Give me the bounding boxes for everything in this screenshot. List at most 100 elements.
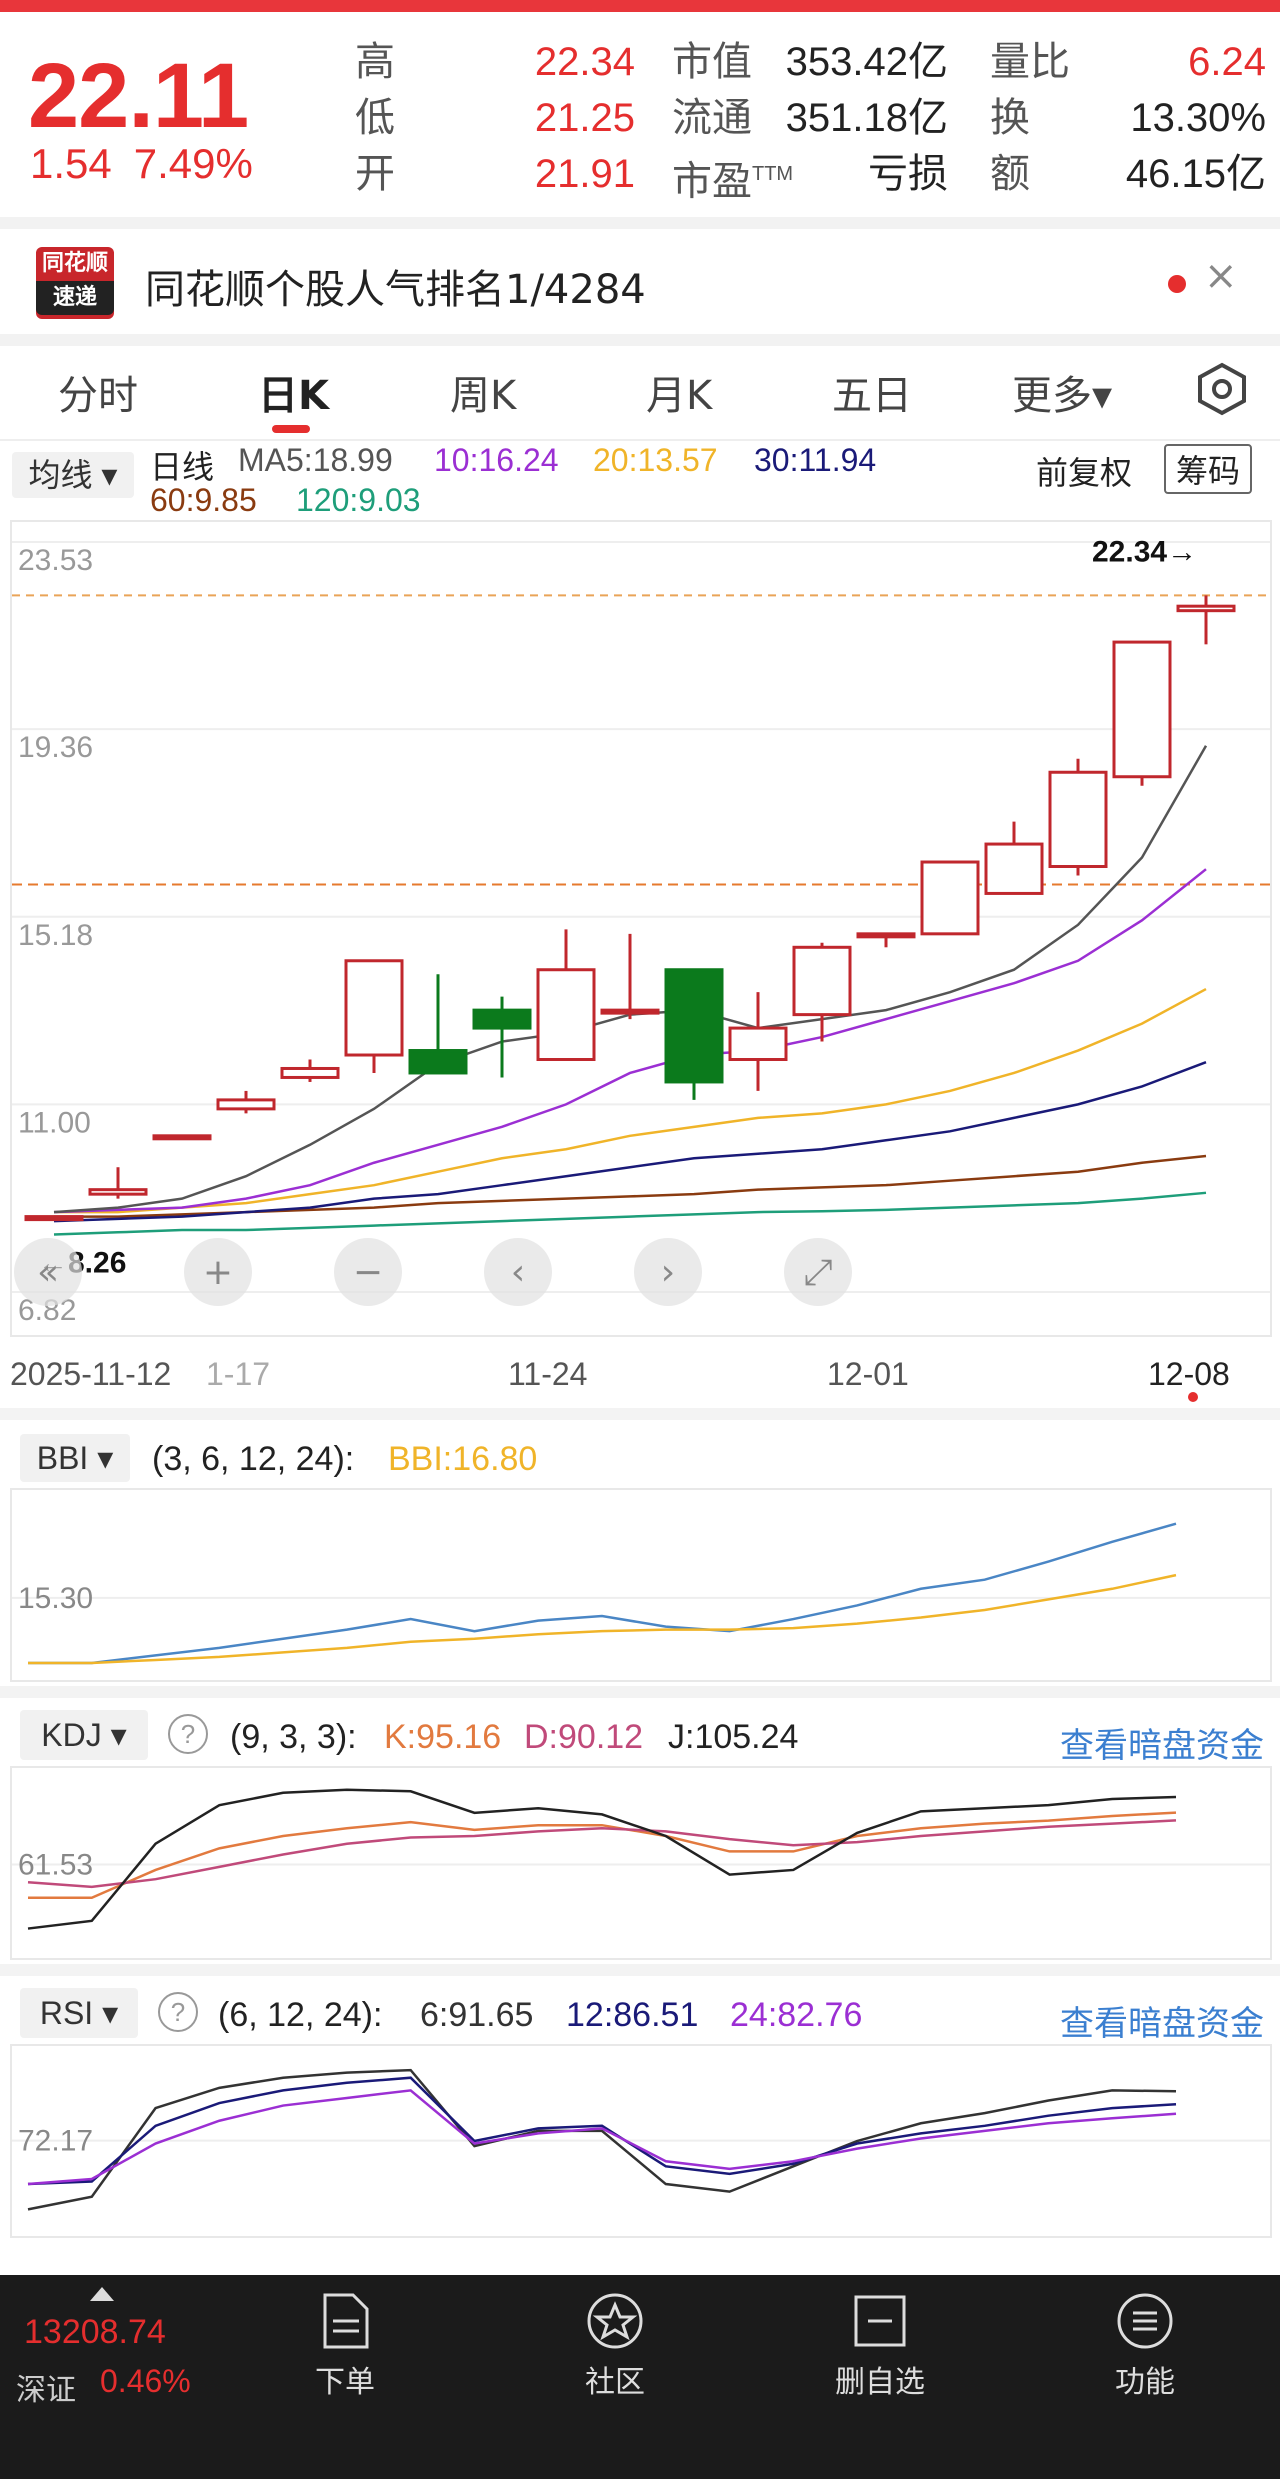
community-star-icon — [587, 2293, 643, 2349]
float-label: 流通 — [672, 96, 752, 140]
x-tick-1: 2025-11-12 — [10, 1356, 172, 1392]
high-value: 22.34 — [534, 40, 635, 84]
ma30-line — [53, 1061, 1207, 1223]
separator — [0, 1964, 1280, 1976]
x-tick-5: 12-08 — [1148, 1356, 1230, 1392]
bbi-dropdown[interactable]: BBI ▾ — [20, 1434, 130, 1482]
dark-pool-link-rsi[interactable]: 查看暗盘资金 — [1060, 2005, 1264, 2043]
tab-weekly-k[interactable]: 周K — [450, 373, 517, 419]
ma20-label: 20:13.57 — [593, 442, 718, 478]
bbi-svg: 15.30 — [12, 1522, 1270, 1665]
nav-functions-label: 功能 — [1115, 2365, 1175, 2400]
ma120-line — [53, 1191, 1207, 1236]
tab-more[interactable]: 更多▾ — [1012, 373, 1113, 419]
series-line-0 — [28, 1522, 1177, 1665]
zoom-in-icon[interactable]: + — [184, 1238, 252, 1306]
nav-remove-watchlist[interactable]: 删自选 — [780, 2275, 980, 2401]
rsi-12: 12:86.51 — [566, 1996, 699, 2034]
ma60-label: 60:9.85 — [150, 482, 257, 518]
settings-hexagon-icon[interactable] — [1192, 359, 1252, 423]
pe-label: 市盈 — [672, 159, 752, 204]
last-price: 22.11 — [28, 45, 249, 147]
ma10-line — [53, 868, 1207, 1214]
rsi-6: 6:91.65 — [420, 1996, 534, 2034]
vol-ratio-value: 6.24 — [1188, 40, 1266, 84]
mcap-value: 353.42亿 — [785, 40, 948, 84]
active-tab-indicator — [272, 425, 310, 433]
price-change: 1.54 7.49% — [30, 140, 275, 188]
scroll-left-icon[interactable]: ‹ — [484, 1238, 552, 1306]
kdj-params: (9, 3, 3): — [230, 1718, 357, 1756]
help-icon[interactable]: ? — [168, 1714, 208, 1754]
nav-community[interactable]: 社区 — [515, 2275, 715, 2401]
ma-type-dropdown[interactable]: 均线 ▾ — [12, 452, 134, 498]
change-percent: 7.49% — [133, 140, 253, 187]
ma20-line — [54, 987, 1207, 1214]
pe-ttm: TTM — [752, 163, 794, 185]
tab-intraday[interactable]: 分时 — [58, 373, 138, 419]
y-tick-label: 23.53 — [18, 544, 93, 577]
low-value: 21.25 — [534, 96, 635, 140]
tab-daily-k[interactable]: 日K — [258, 373, 329, 419]
series-line-0 — [27, 2068, 1177, 2211]
candle-body-up — [1048, 770, 1108, 869]
rsi-svg: 72.17 — [12, 2068, 1270, 2211]
rsi-dropdown[interactable]: RSI ▾ — [20, 1988, 138, 2038]
nav-order[interactable]: 下单 — [245, 2275, 445, 2401]
y-tick-label: 19.36 — [18, 731, 93, 764]
period-label: 日线 — [150, 449, 215, 485]
rsi-params: (6, 12, 24): — [218, 1996, 383, 2034]
kdj-j: J:105.24 — [668, 1718, 799, 1756]
candle-body-down — [472, 1008, 532, 1030]
dark-pool-link[interactable]: 查看暗盘资金 — [1060, 1727, 1264, 1765]
date-axis: 2025-11-12 1-17 11-24 12-01 12-08 — [0, 1340, 1280, 1402]
bbi-panel[interactable]: 15.30 — [10, 1488, 1272, 1682]
kdj-dropdown[interactable]: KDJ ▾ — [20, 1710, 148, 1760]
kdj-d: D:90.12 — [524, 1718, 644, 1756]
kdj-panel[interactable]: 61.53 — [10, 1766, 1272, 1960]
candle-body-up — [24, 1215, 84, 1222]
bottom-nav: 13208.74 深证 0.46% 下单 社区 删自选 功能 — [0, 2275, 1280, 2479]
bbi-name: BBI — [36, 1440, 89, 1476]
float-value: 351.18亿 — [785, 96, 948, 140]
close-icon[interactable]: × — [1204, 253, 1238, 299]
candle-body-up — [280, 1066, 340, 1079]
y-tick-label: 11.00 — [18, 1106, 91, 1139]
series-line-2 — [27, 1788, 1177, 1930]
x-tick-3: 11-24 — [508, 1356, 588, 1392]
turnover-value: 13.30% — [1130, 96, 1266, 140]
nav-functions[interactable]: 功能 — [1045, 2275, 1245, 2401]
popularity-banner[interactable]: 同花顺 速递 同花顺个股人气排名1/4284 × — [0, 217, 1280, 346]
kline-chart[interactable]: 23.53 19.36 15.18 11.00 6.82 22.34→ ←8.26 «+ − ‹ ›… — [10, 520, 1272, 1337]
rsi-panel[interactable]: 72.17 — [10, 2044, 1272, 2238]
zoom-out-icon[interactable]: − — [334, 1238, 402, 1306]
kdj-svg: 61.53 — [12, 1788, 1270, 1930]
chip-button[interactable]: 筹码 — [1164, 444, 1253, 494]
y-tick-label: 15.30 — [18, 1582, 93, 1615]
banner-text[interactable]: 同花顺个股人气排名1/4284 — [145, 267, 646, 313]
candle-body-up — [600, 1008, 660, 1015]
x-tick-4: 12-01 — [827, 1356, 909, 1392]
amount-value: 46.15亿 — [1125, 152, 1266, 196]
scroll-start-icon[interactable]: « — [14, 1238, 82, 1306]
candle-body-up — [152, 1134, 212, 1141]
candle-body-up — [344, 959, 404, 1057]
tab-monthly-k[interactable]: 月K — [646, 373, 713, 419]
series-line-0 — [28, 1811, 1177, 1899]
index-value[interactable]: 13208.74 — [24, 2313, 166, 2351]
high-label: 高 — [355, 40, 395, 84]
kdj-header: KDJ ▾ ? (9, 3, 3): K:95.16 D:90.12 J:105… — [0, 1706, 1280, 1766]
quote-col-vol: 量比 6.24 换 13.30% 额 46.15亿 — [990, 34, 1266, 202]
tab-five-day[interactable]: 五日 — [832, 373, 912, 419]
nav-remove-label: 删自选 — [835, 2365, 925, 2400]
candle-body-down — [664, 968, 724, 1084]
series-line-2 — [27, 2089, 1177, 2186]
fullscreen-icon[interactable]: ⤢ — [784, 1238, 852, 1306]
help-icon[interactable]: ? — [158, 1992, 198, 2032]
quote-col-hlo: 高 22.34 低 21.25 开 21.91 — [355, 34, 635, 202]
scroll-right-icon[interactable]: › — [634, 1238, 702, 1306]
adjust-toggle[interactable]: 前复权 — [1036, 455, 1133, 491]
svg-text:−: − — [353, 1252, 383, 1293]
remove-watchlist-icon — [854, 2295, 906, 2347]
svg-text:‹: ‹ — [511, 1252, 525, 1293]
